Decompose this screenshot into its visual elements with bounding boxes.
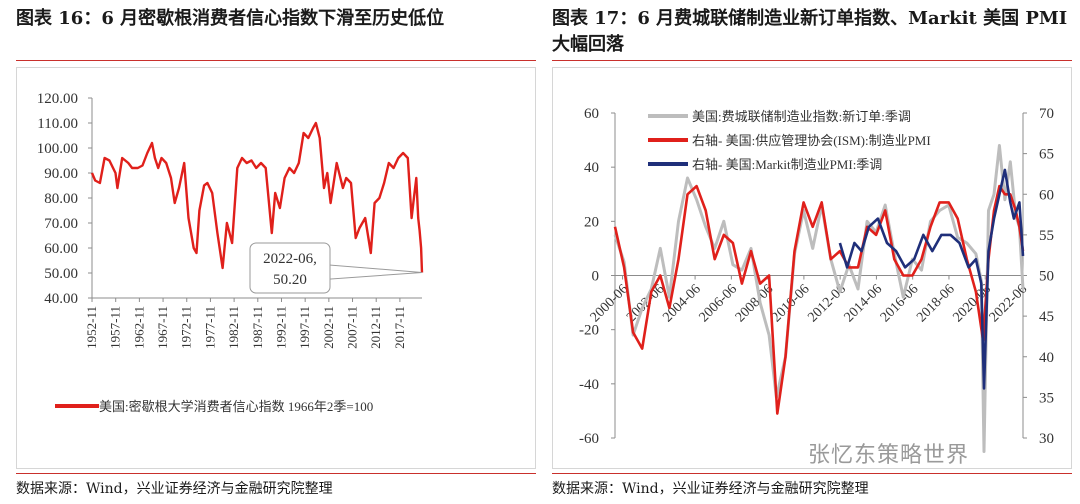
y-tick-label: 50.00 [44,266,78,282]
x-tick-label: 2012-11 [368,306,383,349]
x-tick-label: 2006-06 [697,282,741,326]
source-note-right: 数据来源：Wind，兴业证券经济与金融研究院整理 [552,481,869,497]
chart-title-left: 图表 16：6 月密歇根消费者信心指数下滑至历史低位 [16,8,445,29]
series-line-philly-new-orders [613,144,1025,453]
y-tick-label: 100.00 [37,141,78,157]
x-tick-label: 1962-11 [131,306,146,349]
watermark: 张忆东策略世界 [808,443,970,468]
y-left-tick-label: -20 [579,323,599,339]
x-tick-label: 2018-06 [914,282,958,326]
x-tick-label: 1952-11 [84,306,99,349]
x-tick-label: 2000-06 [588,282,632,326]
x-tick-label: 1972-11 [179,306,194,349]
y-tick-label: 80.00 [44,191,78,207]
source-rule-left [16,473,536,474]
y-right-tick-label: 65 [1039,147,1054,163]
y-left-tick-label: -40 [579,377,599,393]
y-left-tick-label: 20 [584,214,599,230]
x-tick-label: 1992-11 [273,306,288,349]
x-tick-label: 1997-11 [297,306,312,349]
y-right-tick-label: 60 [1039,187,1054,203]
y-tick-label: 120.00 [37,91,78,107]
x-tick-label: 1967-11 [155,306,170,349]
x-tick-label: 2007-11 [345,306,360,349]
y-right-tick-label: 45 [1039,309,1054,325]
x-tick-label: 1957-11 [108,306,123,349]
x-tick-label: 2016-06 [878,282,922,326]
x-tick-label: 2014-06 [842,282,886,326]
y-tick-label: 60.00 [44,241,78,257]
y-right-tick-label: 35 [1039,390,1054,406]
title-rule-left [16,60,536,61]
x-tick-label: 1987-11 [250,306,265,349]
series-line-sentiment [90,121,424,273]
annotation-value: 50.20 [273,272,307,288]
chart-panel-left: 40.00 50.00 60.00 70.00 80.00 90.00 100.00 110.… [16,67,536,469]
y-left-tick-label: 0 [592,269,600,285]
chart-title-right: 图表 17：6 月费城联储制造业新订单指数、Markit 美国 PMI 大幅回落 [552,8,1068,55]
y-left-tick-label: 60 [584,106,599,122]
y-right-tick-label: 70 [1039,106,1054,122]
legend-philly-new-orders-label: 美国:费城联储制造业指数:新订单:季调 [692,109,911,124]
series-line-markit-pmi [838,168,1025,390]
x-tick-label: 1977-11 [202,306,217,349]
y-tick-label: 70.00 [44,216,78,232]
source-rule-right [552,473,1072,474]
x-tick-label: 1982-11 [226,306,241,349]
chart-left-svg: 40.00 50.00 60.00 70.00 80.00 90.00 100.00 110.… [37,91,424,414]
chart-right-svg: -60 -40 -20 0 20 40 60 30 35 40 45 50 55 60 65 70 2000-0… [579,106,1054,453]
annotation-date: 2022-06, [263,251,317,267]
y-tick-label: 90.00 [44,166,78,182]
y-tick-label: 40.00 [44,291,78,307]
y-right-tick-label: 50 [1039,269,1054,285]
y-tick-label: 110.00 [37,116,78,132]
y-right-tick-label: 55 [1039,228,1054,244]
y-right-tick-label: 40 [1039,350,1054,366]
x-tick-label: 2017-11 [392,306,407,349]
source-note-left: 数据来源：Wind，兴业证券经济与金融研究院整理 [16,481,333,497]
x-tick-label: 2002-11 [321,306,336,349]
y-left-tick-label: -60 [579,431,599,447]
annotation-pointer [316,263,423,281]
legend-label-sentiment: 美国:密歇根大学消费者信心指数 1966年2季=100 [99,399,373,414]
annotation-box [249,242,331,294]
y-right-tick-label: 30 [1039,431,1054,447]
legend-ism-pmi-label: 右轴- 美国:供应管理协会(ISM):制造业PMI [692,133,931,148]
title-rule-right [552,60,1072,61]
y-left-tick-label: 40 [584,160,599,176]
chart-panel-right: -60 -40 -20 0 20 40 60 30 35 40 45 50 55 60 65 70 2000-0… [552,67,1072,469]
legend-markit-pmi-label: 右轴- 美国:Markit制造业PMI:季调 [692,157,882,172]
